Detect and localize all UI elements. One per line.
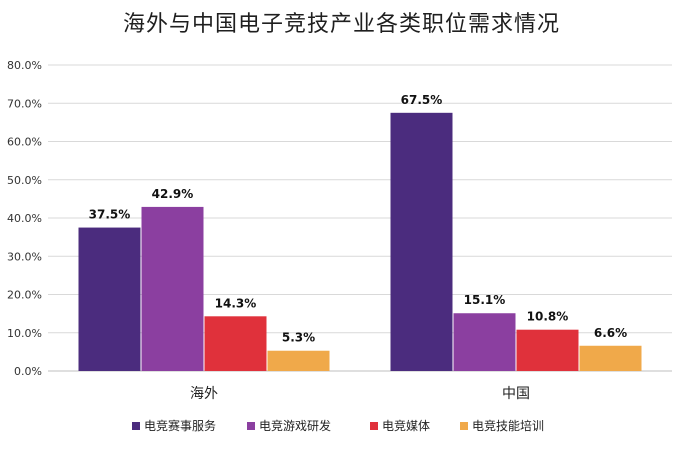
legend: 电竞赛事服务 电竞游戏研发 电竞媒体 电竞技能培训 <box>132 418 544 433</box>
bar-china-2 <box>453 313 516 371</box>
legend-label: 电竞游戏研发 <box>259 418 331 433</box>
bar-overseas-4 <box>267 350 330 371</box>
y-tick-label: 10.0% <box>7 327 42 340</box>
chart-title: 海外与中国电子竞技产业各类职位需求情况 <box>122 12 560 37</box>
bar-china-4 <box>579 345 642 371</box>
data-label: 10.8% <box>527 310 569 324</box>
data-label: 6.6% <box>594 326 627 340</box>
y-tick-label: 20.0% <box>7 289 42 302</box>
y-tick-label: 40.0% <box>7 212 42 225</box>
bar-overseas-2 <box>141 206 204 371</box>
legend-swatch <box>132 422 140 430</box>
legend-swatch <box>247 422 255 430</box>
bar-overseas-3 <box>204 316 267 371</box>
y-tick-label: 30.0% <box>7 250 42 263</box>
data-label: 42.9% <box>152 187 194 201</box>
data-label: 14.3% <box>215 296 257 310</box>
y-axis: 0.0% 10.0% 20.0% 30.0% 40.0% 50.0% 60.0% 70.0% 8… <box>7 59 42 378</box>
data-labels: 37.5% 42.9% 14.3% 5.3% 67.5% 15.1% 10.8% 6.6% <box>89 93 627 345</box>
legend-swatch <box>460 422 468 430</box>
data-label: 5.3% <box>282 331 315 345</box>
y-tick-label: 70.0% <box>7 97 42 110</box>
legend-swatch <box>370 422 378 430</box>
y-tick-label: 60.0% <box>7 136 42 149</box>
legend-label: 电竞媒体 <box>382 419 430 433</box>
y-tick-label: 80.0% <box>7 59 42 72</box>
x-axis: 海外 中国 <box>190 386 530 402</box>
y-tick-label: 50.0% <box>7 174 42 187</box>
legend-label: 电竞技能培训 <box>472 418 544 433</box>
x-category-label: 中国 <box>502 386 530 402</box>
legend-label: 电竞赛事服务 <box>144 418 216 433</box>
bar-china-3 <box>516 329 579 371</box>
bar-china-1 <box>390 112 453 371</box>
data-label: 67.5% <box>401 93 443 107</box>
x-category-label: 海外 <box>190 386 218 402</box>
data-label: 37.5% <box>89 208 131 222</box>
bars <box>78 112 642 371</box>
y-tick-label: 0.0% <box>14 365 42 378</box>
data-label: 15.1% <box>464 293 506 307</box>
bar-overseas-1 <box>78 227 141 371</box>
